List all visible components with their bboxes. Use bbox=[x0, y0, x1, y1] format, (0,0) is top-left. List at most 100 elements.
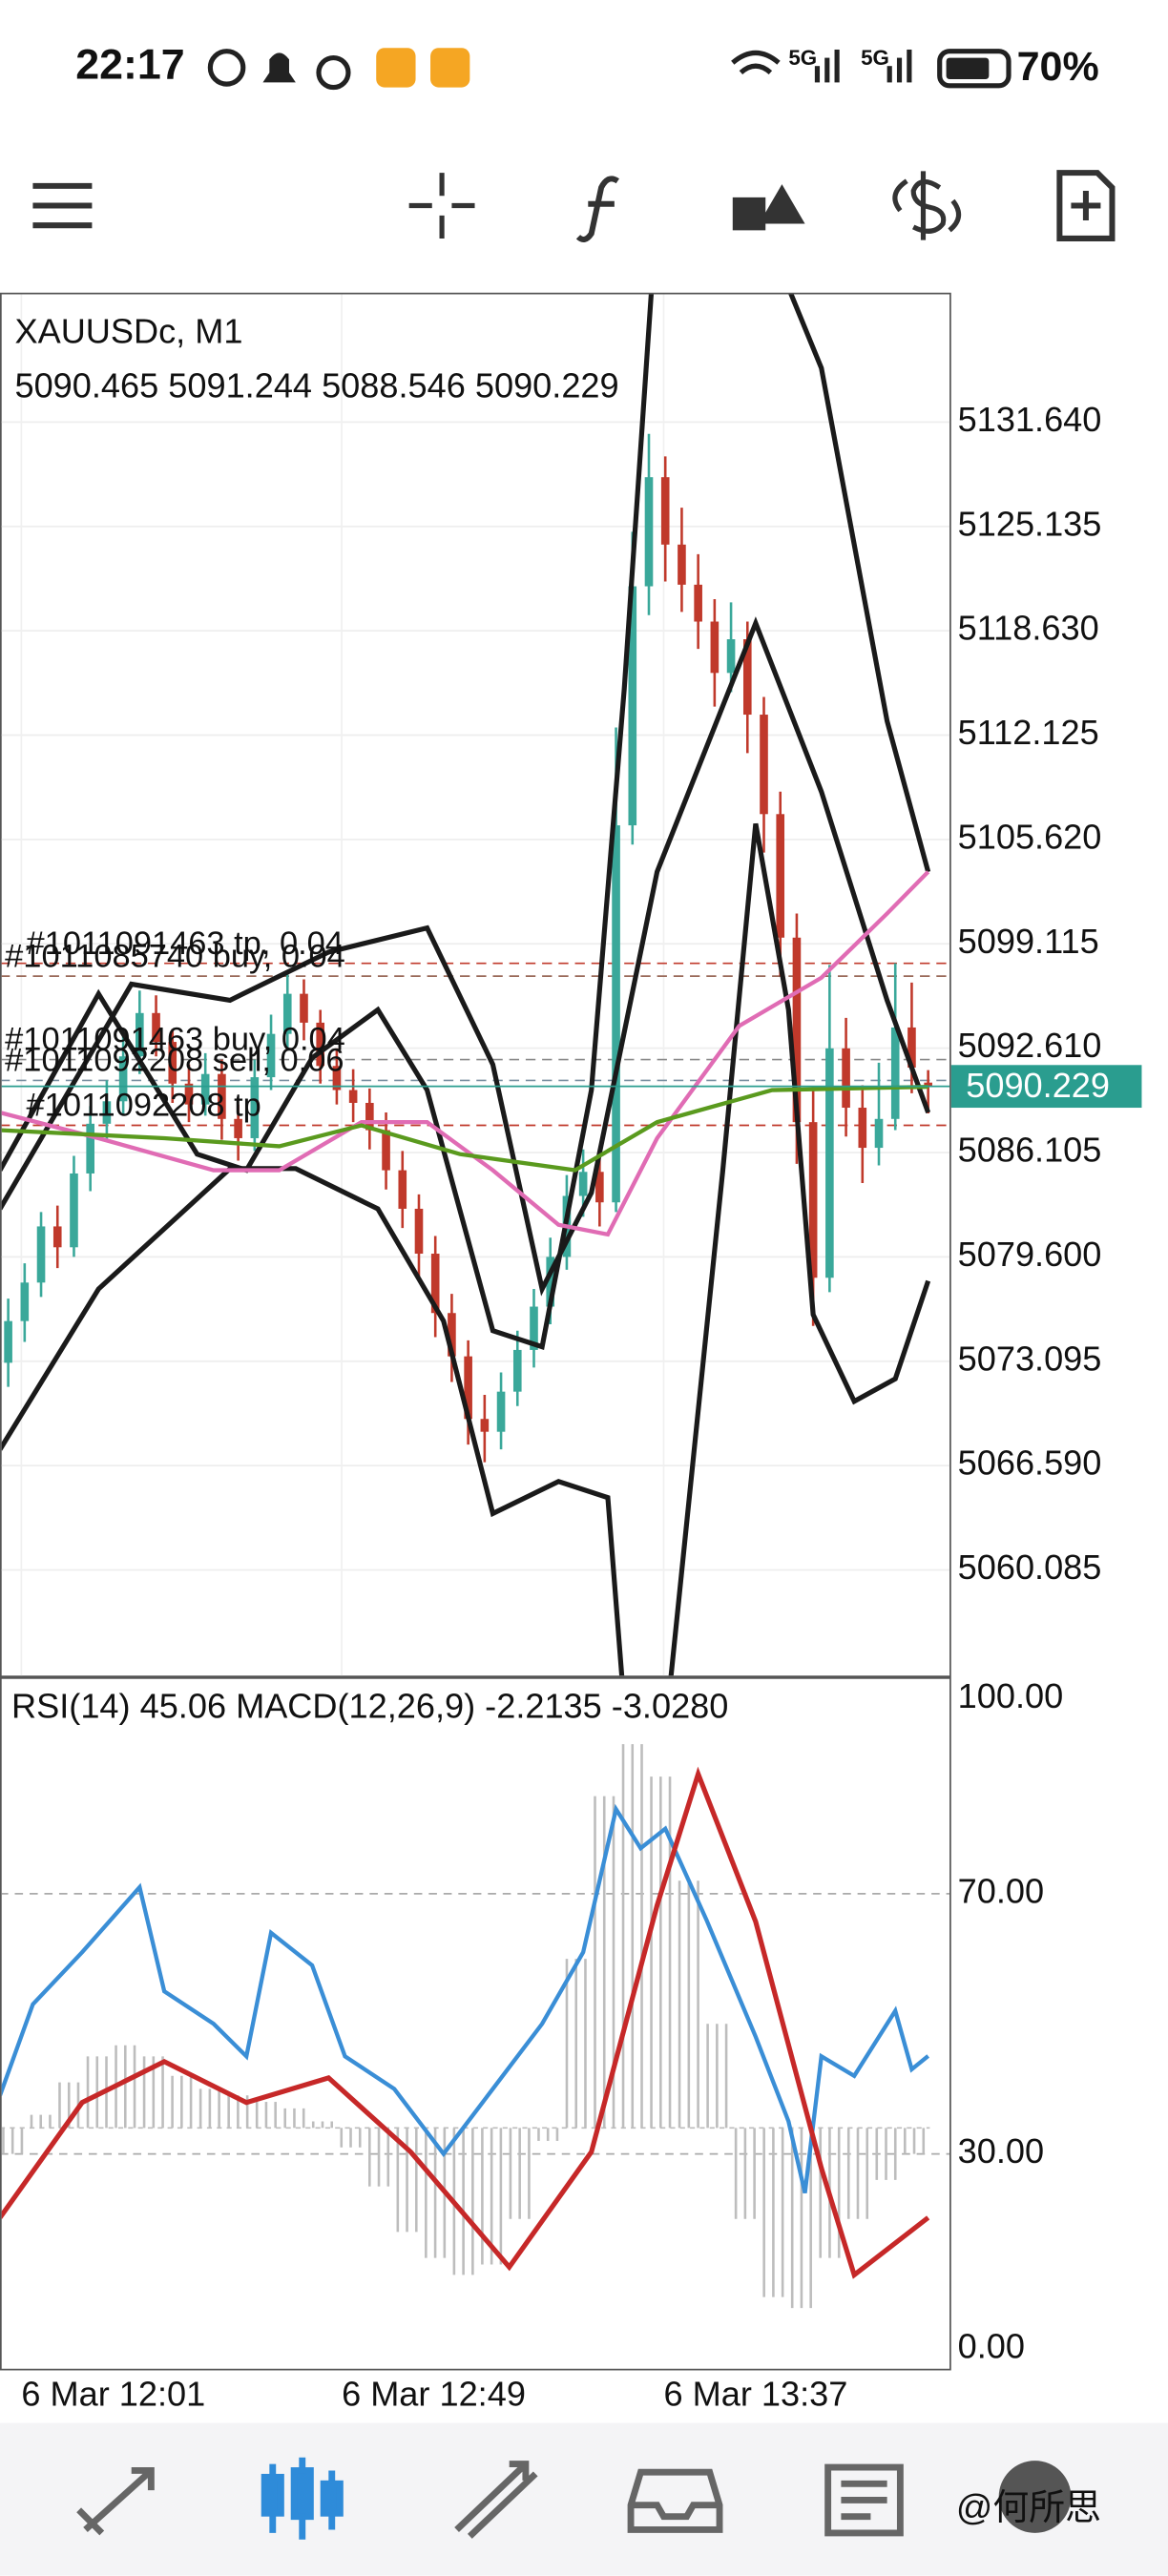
candle-body bbox=[20, 1282, 30, 1321]
candle-body bbox=[858, 1108, 867, 1149]
mute-icon bbox=[262, 52, 296, 83]
candle-body bbox=[874, 1118, 884, 1149]
candle-body bbox=[546, 1257, 555, 1307]
battery-percent: 70% bbox=[1017, 44, 1099, 90]
indicator-label: RSI(14) 45.06 MACD(12,26,9) -2.2135 -3.0… bbox=[11, 1686, 728, 1725]
price-tag bbox=[950, 1065, 1142, 1109]
candle-body bbox=[678, 544, 686, 585]
candle-body bbox=[496, 1391, 506, 1432]
candle-body bbox=[118, 1056, 128, 1102]
y-tick-label: 0.00 bbox=[958, 2327, 1025, 2366]
candle-body bbox=[250, 1077, 260, 1138]
x-tick-label: 6 Mar 12:49 bbox=[342, 2375, 526, 2414]
price-tag-label: 5090.229 bbox=[966, 1066, 1110, 1105]
indicator-line bbox=[1, 870, 930, 1237]
candle-body bbox=[907, 1027, 916, 1068]
candle-body bbox=[612, 825, 620, 1203]
indicator-line bbox=[1, 294, 931, 1350]
candle-body bbox=[86, 1123, 94, 1174]
y-tick-label: 5066.590 bbox=[958, 1444, 1102, 1483]
candle-body bbox=[365, 1102, 374, 1131]
y-tick-label: 5079.600 bbox=[958, 1235, 1102, 1274]
signal-icon bbox=[886, 66, 892, 83]
candle-body bbox=[448, 1313, 456, 1357]
app-icon bbox=[376, 48, 416, 88]
symbol: XAUUSDc, M1 bbox=[14, 311, 242, 350]
candle-body bbox=[578, 1172, 588, 1196]
watermark: @何所思 bbox=[956, 2488, 1101, 2528]
main-frame bbox=[0, 292, 951, 1678]
candle-body bbox=[430, 1254, 440, 1314]
candle-body bbox=[480, 1419, 490, 1432]
indicator-plot bbox=[1, 1744, 950, 2309]
candle-body bbox=[710, 621, 720, 674]
y-tick-label: 30.00 bbox=[958, 2131, 1044, 2171]
app-icon bbox=[430, 48, 470, 88]
candle-body bbox=[842, 1048, 850, 1109]
y-tick-label: 70.00 bbox=[958, 1871, 1044, 1910]
y-tick-label: 5086.105 bbox=[958, 1131, 1102, 1170]
order-label: #1011092208 sell, 0.06 bbox=[5, 1043, 344, 1079]
network-label: 5G bbox=[788, 46, 817, 70]
indicator-line bbox=[1, 1803, 930, 2194]
bottom-nav-icons bbox=[76, 2457, 1072, 2540]
candle-body bbox=[36, 1226, 46, 1283]
candle-body bbox=[200, 1073, 210, 1105]
candle-body bbox=[742, 639, 752, 716]
ohlc-value: 5090.229 bbox=[475, 365, 619, 405]
candle-body bbox=[316, 1022, 324, 1067]
y-tick-label: 5112.125 bbox=[958, 713, 1099, 752]
indicators-button[interactable] bbox=[575, 176, 619, 242]
candle-body bbox=[218, 1073, 226, 1119]
y-tick-label: 5099.115 bbox=[958, 922, 1099, 961]
candle-body bbox=[300, 993, 308, 1023]
history-tab[interactable] bbox=[627, 2468, 723, 2533]
candle-body bbox=[825, 1048, 834, 1278]
candle-body bbox=[644, 477, 654, 587]
candle-body bbox=[726, 639, 736, 674]
menu-button[interactable] bbox=[32, 182, 93, 229]
new-order-button[interactable] bbox=[1056, 170, 1116, 241]
toolbar bbox=[32, 170, 1116, 242]
order-label: #1011091463 buy, 0.04 bbox=[5, 1022, 345, 1058]
ohlc-value: 5091.244 bbox=[168, 365, 312, 405]
y-tick-label: 5073.095 bbox=[958, 1339, 1102, 1378]
candle-body bbox=[184, 1083, 194, 1105]
objects-button[interactable] bbox=[732, 184, 805, 231]
wifi-icon bbox=[731, 50, 781, 75]
candle-body bbox=[808, 1122, 818, 1278]
signal-icon bbox=[907, 49, 912, 83]
candle-body bbox=[348, 1090, 358, 1103]
trade-button[interactable] bbox=[892, 171, 962, 240]
candle-body bbox=[266, 1033, 276, 1078]
ohlc-label: 5090.465 5091.244 5088.546 5090.229 bbox=[14, 365, 618, 405]
hotspot-icon bbox=[316, 55, 351, 91]
candle-body bbox=[694, 584, 702, 622]
trade-tab[interactable] bbox=[454, 2461, 538, 2539]
candle-body bbox=[152, 1012, 160, 1043]
candle-body bbox=[660, 477, 670, 545]
candle-body bbox=[4, 1320, 12, 1363]
candle-body bbox=[398, 1170, 407, 1209]
y-tick-label: 5118.630 bbox=[958, 609, 1099, 648]
crosshair-button[interactable] bbox=[408, 173, 475, 239]
candle-body bbox=[70, 1173, 78, 1248]
price-plot bbox=[1, 294, 950, 1676]
y-tick-label: 5092.610 bbox=[958, 1026, 1102, 1065]
order-label: #1011085740 buy, 0.04 bbox=[5, 938, 345, 974]
y-tick-label: 5105.620 bbox=[958, 817, 1102, 856]
quotes-tab[interactable] bbox=[76, 2467, 155, 2536]
candle-body bbox=[382, 1130, 390, 1171]
order-label: #1011092208 tp bbox=[27, 1088, 261, 1124]
settings-tab[interactable] bbox=[998, 2461, 1072, 2533]
candle-body bbox=[282, 993, 292, 1034]
news-tab[interactable] bbox=[824, 2463, 904, 2537]
indicator-line bbox=[1, 1766, 930, 2279]
signal-icon bbox=[824, 57, 830, 83]
chart-tab[interactable] bbox=[261, 2457, 344, 2540]
candle-body bbox=[530, 1306, 538, 1350]
signal-icon bbox=[834, 49, 840, 83]
candle-body bbox=[595, 1172, 604, 1203]
indicator-line bbox=[1, 1084, 928, 1173]
